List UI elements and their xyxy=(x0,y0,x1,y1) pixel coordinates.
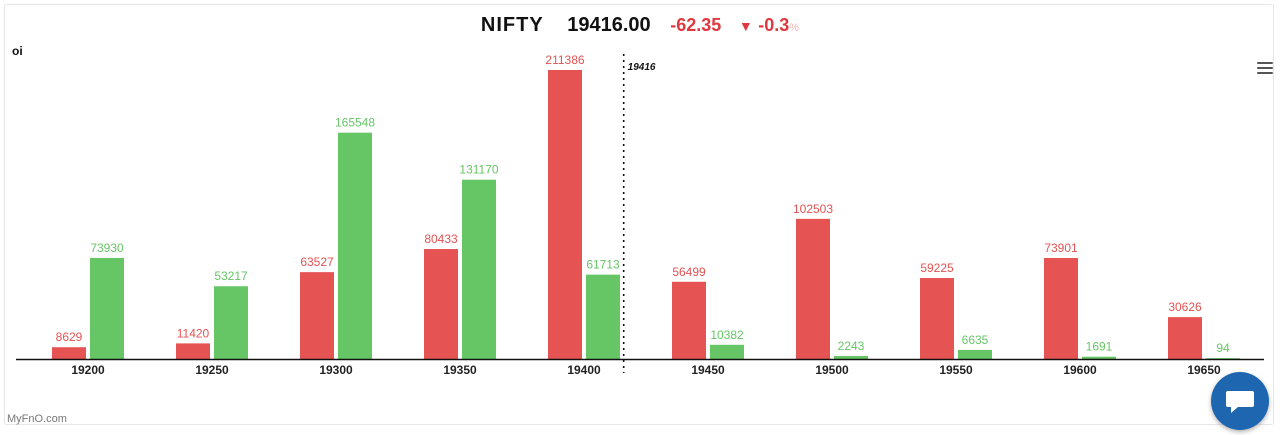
x-tick-label: 19200 xyxy=(71,363,105,377)
bar-s1-19600 xyxy=(1082,356,1116,359)
price-change: -62.35 xyxy=(670,15,722,35)
bar-s1-19200 xyxy=(90,257,124,359)
data-label: 2243 xyxy=(838,339,865,353)
bar-s0-19200 xyxy=(52,347,86,359)
bar-s1-19400 xyxy=(586,274,620,359)
data-label: 1691 xyxy=(1086,340,1113,354)
bar-s1-19350 xyxy=(462,179,496,359)
credit-text: MyFnO.com xyxy=(7,413,67,425)
data-label: 165548 xyxy=(335,116,375,130)
data-label: 102503 xyxy=(793,202,833,216)
chat-bubble-icon xyxy=(1226,391,1254,413)
data-label: 6635 xyxy=(962,333,989,347)
x-tick-label: 19400 xyxy=(567,363,601,377)
bar-s1-19450 xyxy=(710,344,744,359)
bar-s1-19550 xyxy=(958,349,992,359)
data-label: 56499 xyxy=(672,265,706,279)
page-title: NIFTY 19416.00 -62.35 ▼ -0.3% xyxy=(0,14,1280,37)
data-label: 30626 xyxy=(1168,300,1202,314)
chat-button[interactable] xyxy=(1211,372,1269,430)
data-label: 61713 xyxy=(586,258,620,272)
bar-s0-19550 xyxy=(920,278,954,359)
spot-label: 19416 xyxy=(628,62,656,73)
data-label: 63527 xyxy=(300,255,334,269)
x-tick-label: 19300 xyxy=(319,363,353,377)
data-label: 8629 xyxy=(56,330,83,344)
chart-frame xyxy=(4,4,1274,425)
data-label: 73901 xyxy=(1044,241,1078,255)
bar-s1-19500 xyxy=(834,355,868,359)
bar-s0-19400 xyxy=(548,70,582,359)
bar-s0-19300 xyxy=(300,272,334,359)
data-label: 80433 xyxy=(424,232,458,246)
data-label: 59225 xyxy=(920,261,954,275)
data-label: 94 xyxy=(1216,341,1230,355)
x-tick-label: 19350 xyxy=(443,363,477,377)
symbol-name: NIFTY xyxy=(480,14,544,36)
hamburger-menu-icon[interactable] xyxy=(1257,62,1273,76)
x-tick-label: 19650 xyxy=(1187,363,1221,377)
data-label: 11420 xyxy=(177,326,210,340)
bar-s1-19650 xyxy=(1206,358,1240,359)
x-tick-label: 19450 xyxy=(691,363,725,377)
data-label: 131170 xyxy=(459,163,498,177)
bar-s0-19450 xyxy=(672,281,706,359)
bar-s0-19650 xyxy=(1168,317,1202,359)
spot-price: 19416.00 xyxy=(567,14,651,36)
triangle-down-icon: ▼ xyxy=(738,18,753,34)
percent-sign: % xyxy=(789,22,800,34)
x-tick-label: 19600 xyxy=(1063,363,1097,377)
x-tick-label: 19500 xyxy=(815,363,849,377)
y-axis-label: oi xyxy=(12,44,23,58)
x-tick-label: 19550 xyxy=(939,363,973,377)
data-label: 211386 xyxy=(545,53,584,67)
bar-s0-19250 xyxy=(176,343,210,359)
bar-s0-19350 xyxy=(424,249,458,359)
bar-s1-19300 xyxy=(338,132,372,359)
bar-s0-19600 xyxy=(1044,257,1078,359)
data-label: 73930 xyxy=(90,241,124,255)
change-percent: -0.3 xyxy=(758,15,790,35)
bar-s1-19250 xyxy=(214,286,248,359)
data-label: 10382 xyxy=(710,328,744,342)
x-tick-label: 19250 xyxy=(195,363,229,377)
bar-s0-19500 xyxy=(796,218,830,359)
data-label: 53217 xyxy=(214,269,248,283)
